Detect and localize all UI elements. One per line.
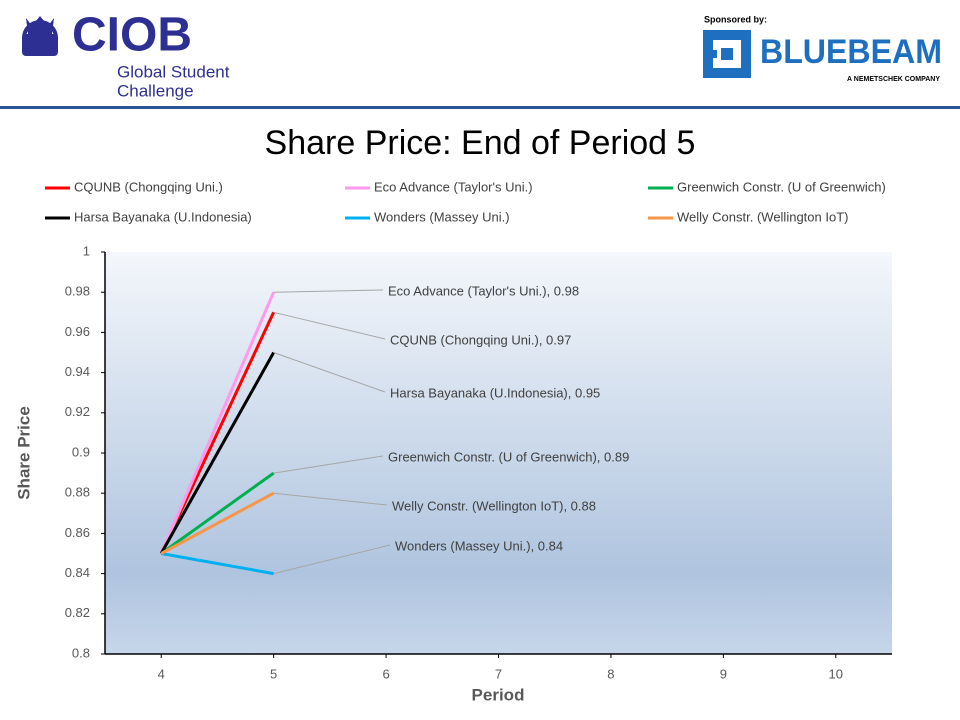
y-tick-label: 0.82 [65,605,90,620]
y-tick-label: 0.92 [65,404,90,419]
y-axis-title: Share Price [14,406,33,500]
logo-text: CIOB [72,9,192,62]
legend-label: Greenwich Constr. (U of Greenwich) [677,179,886,194]
data-label: Welly Constr. (Wellington IoT), 0.88 [392,498,596,513]
legend-label: Welly Constr. (Wellington IoT) [677,209,848,224]
data-label: Greenwich Constr. (U of Greenwich), 0.89 [388,449,629,464]
x-tick-label: 4 [158,666,165,681]
plot-area [105,252,892,654]
leader-line [273,352,386,393]
series-line [160,471,275,555]
ciob-logo-icon [22,16,58,56]
y-tick-label: 0.94 [65,364,90,379]
data-label: Harsa Bayanaka (U.Indonesia), 0.95 [390,385,600,400]
header-rule [0,106,960,109]
leader-line [273,311,386,340]
x-tick-label: 6 [382,666,389,681]
x-tick-label: 8 [607,666,614,681]
x-tick-label: 5 [270,666,277,681]
data-label: CQUNB (Chongqing Uni.), 0.97 [390,332,571,347]
series-line [159,351,275,555]
y-tick-label: 0.86 [65,525,90,540]
leader-line [273,492,388,506]
leader-line [273,455,384,474]
y-tick-label: 0.8 [72,645,90,660]
sponsor-name: BLUEBEAM [760,33,942,71]
sponsor-label: Sponsored by: [704,14,767,24]
y-tick-label: 0.98 [65,284,90,299]
y-tick-label: 0.96 [65,324,90,339]
y-tick-label: 0.84 [65,565,90,580]
legend-label: Harsa Bayanaka (U.Indonesia) [74,209,252,224]
sponsor-note: A NEMETSCHEK COMPANY [847,76,940,83]
series-line [160,552,274,576]
x-axis-title: Period [472,685,525,704]
series-line [160,491,275,555]
legend-label: Eco Advance (Taylor's Uni.) [374,179,533,194]
data-label: Eco Advance (Taylor's Uni.), 0.98 [388,283,579,298]
tagline: Global Student [117,62,230,81]
x-tick-label: 10 [829,666,843,681]
tagline: Challenge [117,81,194,100]
series-line [159,291,276,555]
x-tick-label: 9 [720,666,727,681]
bluebeam-icon [703,30,751,78]
y-tick-label: 1 [83,243,90,258]
legend-label: CQUNB (Chongqing Uni.) [74,179,223,194]
y-tick-label: 0.9 [72,444,90,459]
legend-label: Wonders (Massey Uni.) [374,209,510,224]
leader-line [273,289,384,293]
x-tick-label: 7 [495,666,502,681]
data-label: Wonders (Massey Uni.), 0.84 [395,538,563,553]
chart-title: Share Price: End of Period 5 [265,124,696,162]
leader-line [273,544,391,575]
y-tick-label: 0.88 [65,485,90,500]
